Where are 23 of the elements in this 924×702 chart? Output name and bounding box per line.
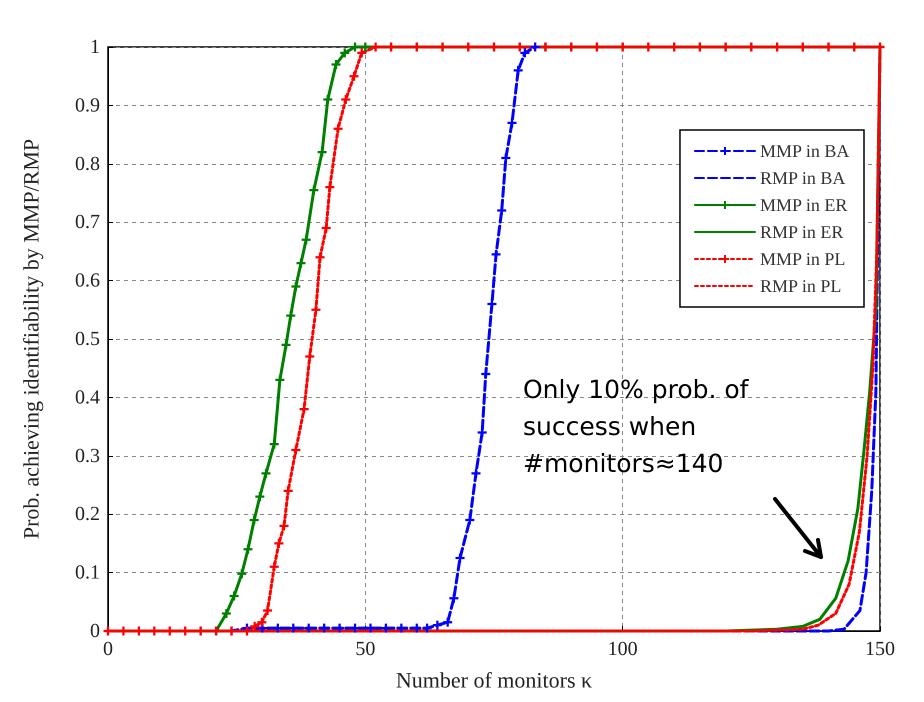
y-tick-label: 1: [90, 36, 100, 58]
legend-label: RMP in BA: [760, 168, 846, 188]
y-tick-label: 0.1: [75, 562, 100, 584]
legend-label: MMP in BA: [760, 141, 850, 161]
x-tick-label: 150: [865, 638, 895, 660]
legend-label: MMP in PL: [760, 249, 846, 269]
annotation: Only 10% prob. of success when #monitors≈140: [523, 374, 750, 480]
x-axis-title: Number of monitors κ: [396, 668, 592, 692]
legend-label: MMP in ER: [760, 195, 848, 215]
y-tick-label: 0.6: [75, 270, 100, 292]
y-tick-label: 0.9: [75, 94, 100, 116]
y-tick-label: 0.4: [75, 386, 100, 408]
y-tick-label: 0.2: [75, 503, 100, 526]
x-tick-label: 50: [355, 638, 376, 660]
y-tick-label: 0.7: [75, 211, 100, 234]
y-tick-label: 0.8: [75, 152, 100, 175]
y-axis-title: Prob. achieving identifiability by MMP/RMP: [18, 138, 44, 540]
legend-label: RMP in ER: [760, 222, 844, 242]
legend-label: RMP in PL: [760, 276, 842, 296]
y-tick-label: 0.5: [75, 328, 100, 350]
y-tick-label: 0: [90, 620, 100, 642]
y-tick-label: 0.3: [75, 444, 100, 467]
x-tick-label: 100: [608, 638, 638, 660]
